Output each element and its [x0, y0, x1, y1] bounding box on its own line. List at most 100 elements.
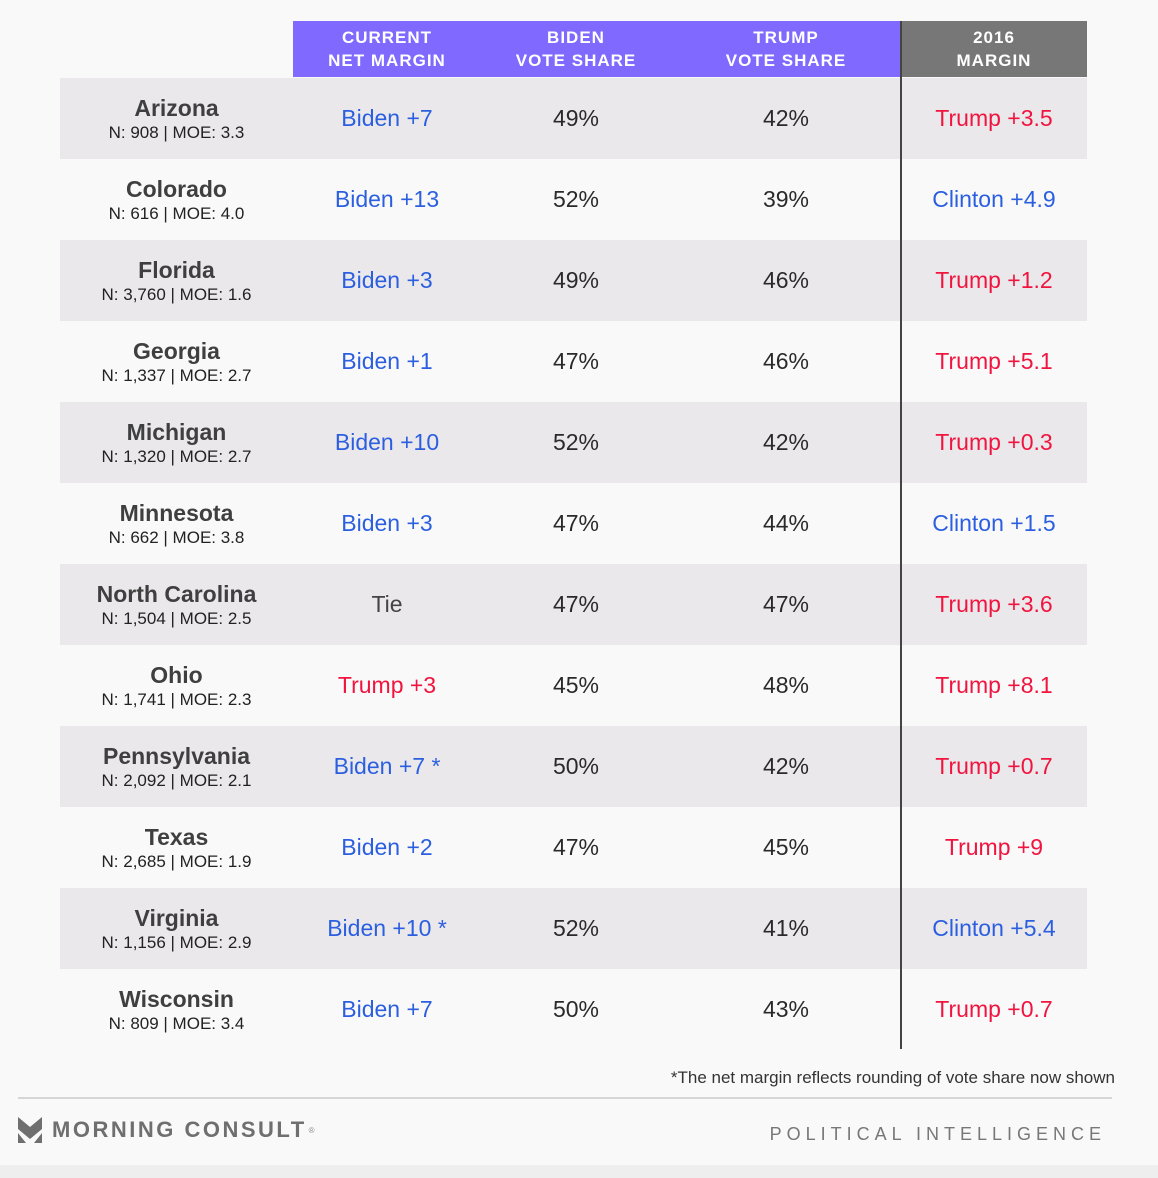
sample-moe: N: 1,504 | MOE: 2.5: [101, 608, 252, 628]
biden-vote-share: 47%: [552, 834, 600, 860]
current-net-margin: Biden +3: [341, 267, 433, 293]
state-cell: Pennsylvania N: 2,092 | MOE: 2.1: [60, 742, 293, 792]
table-row: North Carolina N: 1,504 | MOE: 2.5 Tie 47% 4…: [60, 564, 1087, 645]
table-row: Texas N: 2,685 | MOE: 1.9 Biden +2 47% 45% Tr…: [60, 807, 1087, 888]
trump-vote-share: 46%: [762, 348, 810, 374]
biden-vote-share: 50%: [552, 753, 600, 779]
biden-vote-share: 45%: [552, 672, 600, 698]
state-name: Texas: [144, 823, 209, 850]
footnote: *The net margin reflects rounding of vot…: [670, 1068, 1115, 1087]
state-cell: Ohio N: 1,741 | MOE: 2.3: [60, 661, 293, 711]
sample-moe: N: 809 | MOE: 3.4: [108, 1013, 245, 1033]
biden-vote-share: 52%: [552, 186, 600, 212]
state-name: Wisconsin: [119, 985, 234, 1012]
state-cell: North Carolina N: 1,504 | MOE: 2.5: [60, 580, 293, 630]
trump-vote-share: 45%: [762, 834, 810, 860]
header-line: VOTE SHARE: [515, 51, 637, 70]
margin-2016: Trump +3.5: [935, 105, 1053, 131]
footer-divider: [18, 1097, 1112, 1099]
header-line: 2016: [973, 28, 1015, 47]
biden-vote-share: 47%: [552, 348, 600, 374]
state-name: Virginia: [134, 904, 219, 931]
header-current-net-margin: CURRENT NET MARGIN: [293, 21, 481, 77]
table-row: Ohio N: 1,741 | MOE: 2.3 Trump +3 45% 48% Tru…: [60, 645, 1087, 726]
current-net-margin: Tie: [371, 591, 403, 617]
brand-name: MORNING CONSULT: [52, 1117, 307, 1142]
state-name: Minnesota: [119, 499, 234, 526]
trump-vote-share: 41%: [762, 915, 810, 941]
current-net-margin: Biden +7: [341, 996, 433, 1022]
biden-vote-share: 52%: [552, 429, 600, 455]
table-row: Minnesota N: 662 | MOE: 3.8 Biden +3 47% 44%…: [60, 483, 1087, 564]
state-cell: Michigan N: 1,320 | MOE: 2.7: [60, 418, 293, 468]
margin-2016: Clinton +4.9: [932, 186, 1056, 212]
state-name: Pennsylvania: [102, 742, 251, 769]
biden-vote-share: 47%: [552, 510, 600, 536]
table-row: Wisconsin N: 809 | MOE: 3.4 Biden +7 50% 43%…: [60, 969, 1087, 1050]
margin-2016: Trump +0.7: [935, 753, 1053, 779]
sample-moe: N: 3,760 | MOE: 1.6: [101, 284, 252, 304]
margin-2016: Clinton +1.5: [932, 510, 1056, 536]
header-line: CURRENT: [341, 28, 433, 47]
trump-vote-share: 39%: [762, 186, 810, 212]
header-line: BIDEN: [547, 28, 605, 47]
margin-2016: Trump +8.1: [935, 672, 1053, 698]
sample-moe: N: 908 | MOE: 3.3: [108, 122, 245, 142]
state-cell: Arizona N: 908 | MOE: 3.3: [60, 94, 293, 144]
table-row: Georgia N: 1,337 | MOE: 2.7 Biden +1 47% 46%…: [60, 321, 1087, 402]
header-biden-vote-share: BIDEN VOTE SHARE: [481, 21, 671, 77]
biden-vote-share: 50%: [552, 996, 600, 1022]
margin-2016: Trump +9: [944, 834, 1044, 860]
trump-vote-share: 46%: [762, 267, 810, 293]
margin-2016: Trump +0.3: [935, 429, 1053, 455]
sample-moe: N: 662 | MOE: 3.8: [108, 527, 245, 547]
registered-mark: ®: [308, 1125, 315, 1135]
current-net-margin: Biden +13: [334, 186, 440, 212]
state-cell: Florida N: 3,760 | MOE: 1.6: [60, 256, 293, 306]
state-name: North Carolina: [96, 580, 257, 607]
table-row: Colorado N: 616 | MOE: 4.0 Biden +13 52% 39%…: [60, 159, 1087, 240]
header-line: MARGIN: [956, 51, 1032, 70]
biden-vote-share: 47%: [552, 591, 600, 617]
trump-vote-share: 42%: [762, 429, 810, 455]
state-name: Florida: [138, 256, 215, 283]
trump-vote-share: 48%: [762, 672, 810, 698]
state-cell: Colorado N: 616 | MOE: 4.0: [60, 175, 293, 225]
current-net-margin: Trump +3: [337, 672, 437, 698]
margin-2016: Trump +1.2: [935, 267, 1053, 293]
biden-vote-share: 49%: [552, 267, 600, 293]
state-name: Ohio: [150, 661, 203, 688]
sample-moe: N: 2,092 | MOE: 2.1: [101, 770, 252, 790]
current-net-margin: Biden +10 *: [327, 915, 447, 941]
table-header: CURRENT NET MARGIN BIDEN VOTE SHARE TRUM…: [293, 21, 1087, 77]
bottom-band: [0, 1165, 1158, 1178]
tagline: POLITICAL INTELLIGENCE: [769, 1124, 1106, 1144]
biden-vote-share: 49%: [552, 105, 600, 131]
current-net-margin: Biden +7: [341, 105, 433, 131]
trump-vote-share: 42%: [762, 753, 810, 779]
header-trump-vote-share: TRUMP VOTE SHARE: [671, 21, 901, 77]
table-row: Michigan N: 1,320 | MOE: 2.7 Biden +10 52% 4…: [60, 402, 1087, 483]
table-row: Pennsylvania N: 2,092 | MOE: 2.1 Biden +7 …: [60, 726, 1087, 807]
sample-moe: N: 1,741 | MOE: 2.3: [101, 689, 252, 709]
margin-2016: Trump +0.7: [935, 996, 1053, 1022]
morning-consult-chevron-icon: [18, 1117, 42, 1143]
poll-table: Arizona N: 908 | MOE: 3.3 Biden +7 49% 42% Tr…: [60, 78, 1087, 1050]
header-2016-margin: 2016 MARGIN: [901, 21, 1087, 77]
state-cell: Virginia N: 1,156 | MOE: 2.9: [60, 904, 293, 954]
state-cell: Minnesota N: 662 | MOE: 3.8: [60, 499, 293, 549]
current-net-margin: Biden +1: [341, 348, 433, 374]
sample-moe: N: 2,685 | MOE: 1.9: [101, 851, 252, 871]
sample-moe: N: 1,320 | MOE: 2.7: [101, 446, 252, 466]
sample-moe: N: 616 | MOE: 4.0: [108, 203, 245, 223]
margin-2016: Clinton +5.4: [932, 915, 1056, 941]
trump-vote-share: 42%: [762, 105, 810, 131]
state-cell: Wisconsin N: 809 | MOE: 3.4: [60, 985, 293, 1035]
current-net-margin: Biden +3: [341, 510, 433, 536]
table-row: Arizona N: 908 | MOE: 3.3 Biden +7 49% 42% Tr…: [60, 78, 1087, 159]
state-name: Colorado: [126, 175, 227, 202]
state-name: Michigan: [126, 418, 227, 445]
sample-moe: N: 1,337 | MOE: 2.7: [101, 365, 252, 385]
header-line: VOTE SHARE: [725, 51, 847, 70]
state-name: Arizona: [134, 94, 219, 121]
